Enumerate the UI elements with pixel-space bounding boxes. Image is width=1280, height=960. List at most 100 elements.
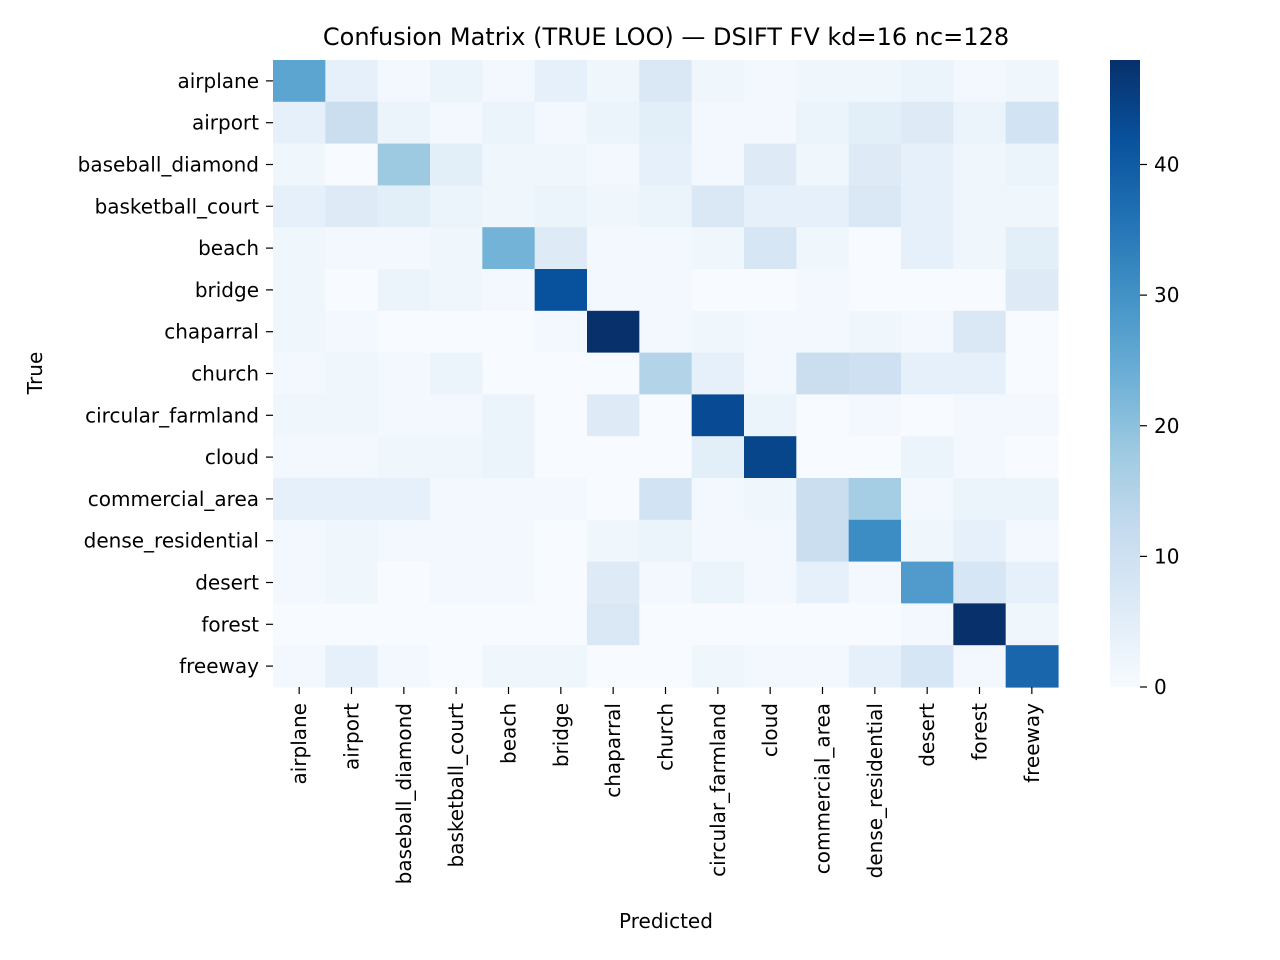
heatmap-cell [273, 101, 326, 145]
heatmap-cell [796, 352, 850, 395]
x-tick-label: desert [915, 703, 939, 767]
heatmap-cell [325, 101, 379, 145]
heatmap-cell [744, 645, 797, 688]
heatmap-cell [534, 561, 588, 604]
heatmap-cell [325, 645, 379, 688]
heatmap-cell [534, 185, 588, 228]
heatmap-cell [691, 352, 745, 395]
heatmap-cell [848, 394, 902, 437]
heatmap-cell [325, 60, 379, 103]
colorbar-ticks: 0 10 20 30 40 [1140, 153, 1179, 699]
heatmap-cell [1005, 561, 1059, 604]
heatmap-cell [744, 143, 797, 186]
heatmap-cell [377, 310, 431, 354]
heatmap-cell [377, 60, 431, 103]
heatmap-cell [587, 101, 640, 145]
heatmap-cell [639, 101, 693, 145]
heatmap-cell [273, 603, 326, 646]
heatmap-cell [377, 519, 431, 563]
heatmap-cell [273, 519, 326, 563]
heatmap-cell [796, 478, 850, 521]
y-tick-label: dense_residential [84, 529, 259, 553]
heatmap-cell [848, 603, 902, 646]
heatmap-cell [639, 352, 693, 395]
colorbar-tick-label: 0 [1154, 675, 1167, 699]
heatmap-cell [1005, 310, 1059, 354]
heatmap-cell [534, 603, 588, 646]
y-tick-label: basketball_court [95, 194, 260, 218]
heatmap-cell [377, 603, 431, 646]
heatmap-cell [377, 645, 431, 688]
y-tick-label: circular_farmland [85, 403, 259, 427]
y-tick-label: forest [201, 612, 259, 636]
heatmap-cell [953, 561, 1007, 604]
y-tick-label: cloud [205, 445, 259, 469]
heatmap-cell [953, 269, 1007, 312]
heatmap-cell [639, 143, 693, 186]
x-tick-label: cloud [758, 703, 782, 757]
heatmap-cell [639, 185, 693, 228]
heatmap-cell [482, 645, 536, 688]
heatmap-cell [273, 269, 326, 312]
heatmap-cell [1005, 185, 1059, 228]
heatmap-cell [691, 519, 745, 563]
heatmap-cell [534, 394, 588, 437]
heatmap-cell [796, 645, 850, 688]
heatmap-cell [534, 645, 588, 688]
heatmap-cell [848, 561, 902, 604]
heatmap-cell [273, 352, 326, 395]
heatmap-cell [691, 310, 745, 354]
heatmap-cell [325, 352, 379, 395]
heatmap-cell [325, 227, 379, 270]
heatmap-cell [953, 101, 1007, 145]
x-tick-label: beach [497, 703, 521, 764]
heatmap-cell [901, 645, 954, 688]
heatmap-cell [744, 478, 797, 521]
heatmap-cell [901, 561, 954, 604]
heatmap-cell [1005, 603, 1059, 646]
heatmap-cell [796, 310, 850, 354]
heatmap-cells [273, 60, 1059, 688]
heatmap-cell [273, 645, 326, 688]
heatmap-cell [534, 101, 588, 145]
x-axis-label: Predicted [619, 909, 713, 933]
x-tick-label: bridge [549, 703, 573, 767]
y-tick-label: freeway [179, 654, 259, 678]
heatmap-cell [848, 478, 902, 521]
heatmap-cell [587, 227, 640, 270]
heatmap-cell [953, 645, 1007, 688]
heatmap-cell [273, 394, 326, 437]
heatmap-cell [482, 352, 536, 395]
x-tick-label: airport [340, 703, 364, 770]
heatmap-cell [848, 269, 902, 312]
heatmap-cell [744, 603, 797, 646]
heatmap-cell [639, 436, 693, 479]
heatmap-cell [953, 394, 1007, 437]
heatmap-cell [901, 394, 954, 437]
heatmap-cell [796, 60, 850, 103]
heatmap-cell [534, 310, 588, 354]
heatmap-cell [848, 143, 902, 186]
heatmap-cell [482, 478, 536, 521]
heatmap-cell [430, 101, 483, 145]
heatmap-cell [744, 269, 797, 312]
heatmap-cell [587, 645, 640, 688]
heatmap-cell [796, 227, 850, 270]
colorbar-tick-label: 40 [1154, 153, 1179, 177]
heatmap-cell [377, 352, 431, 395]
heatmap-cell [901, 60, 954, 103]
y-tick-label: airport [192, 111, 259, 135]
heatmap-cell [482, 269, 536, 312]
heatmap-cell [325, 561, 379, 604]
heatmap-cell [848, 352, 902, 395]
heatmap-cell [482, 185, 536, 228]
heatmap-cell [848, 185, 902, 228]
colorbar-tick-label: 20 [1154, 414, 1179, 438]
heatmap-cell [796, 394, 850, 437]
heatmap-cell [691, 561, 745, 604]
heatmap-cell [639, 310, 693, 354]
heatmap-cell [848, 645, 902, 688]
heatmap-cell [744, 60, 797, 103]
heatmap-cell [639, 60, 693, 103]
heatmap-cell [534, 436, 588, 479]
